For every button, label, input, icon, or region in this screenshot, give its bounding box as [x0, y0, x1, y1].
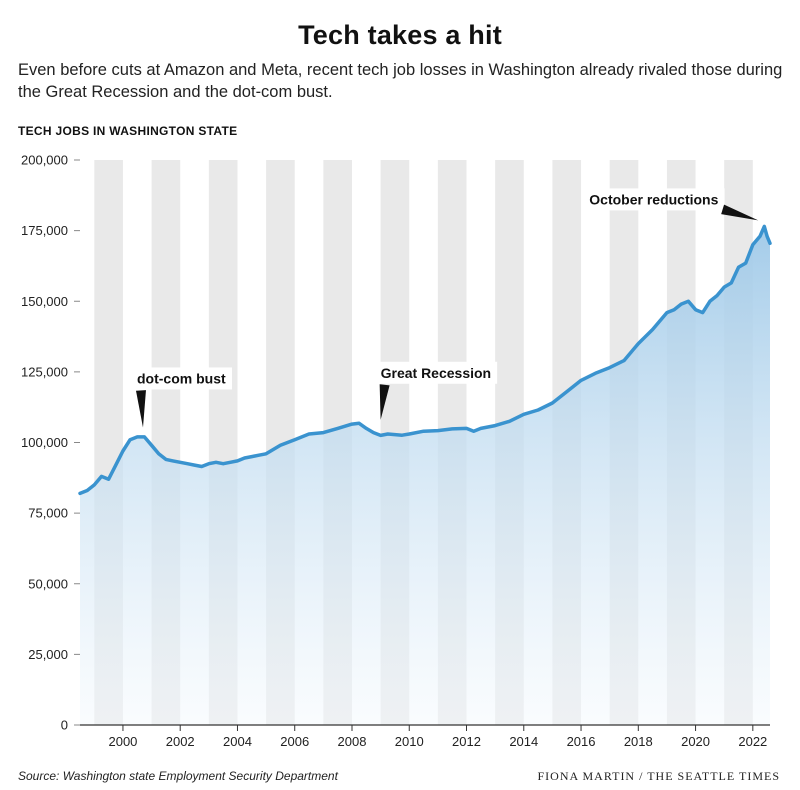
annotation: dot-com bust — [130, 367, 232, 428]
annotation-box — [583, 188, 725, 211]
x-tick-label: 2010 — [395, 734, 424, 749]
y-axis-title: TECH JOBS IN WASHINGTON STATE — [18, 124, 238, 138]
x-tick-label: 2022 — [738, 734, 767, 749]
x-tick-label: 2012 — [452, 734, 481, 749]
annotation: October reductions — [583, 188, 759, 221]
annotation-box — [374, 361, 498, 384]
x-tick-label: 2002 — [166, 734, 195, 749]
x-tick-label: 2016 — [567, 734, 596, 749]
x-tick-label: 2004 — [223, 734, 252, 749]
chart-subtitle: Even before cuts at Amazon and Meta, rec… — [18, 61, 783, 101]
series-line — [78, 224, 772, 496]
y-tick-label: 75,000 — [28, 506, 68, 521]
y-tick-label: 100,000 — [21, 435, 68, 450]
y-tick-label: 125,000 — [21, 364, 68, 379]
y-tick-label: 50,000 — [28, 576, 68, 591]
annotation-box — [130, 367, 232, 390]
y-axis: 0 25,000 50,000 75,000 100,000 125,000 150,000… — [21, 153, 80, 733]
annotation-pointer — [135, 390, 146, 428]
y-tick-label: 150,000 — [21, 294, 68, 309]
x-tick-label: 2014 — [509, 734, 538, 749]
annotation-pointer — [721, 204, 759, 221]
x-tick-label: 2020 — [681, 734, 710, 749]
source-note: Source: Washington state Employment Secu… — [18, 769, 338, 783]
annotation-label: Great Recession — [381, 365, 492, 381]
x-tick-label: 2000 — [108, 734, 137, 749]
x-tick-label: 2018 — [624, 734, 653, 749]
credit-line: FIONA MARTIN / THE SEATTLE TIMES — [537, 769, 780, 783]
y-tick-label: 175,000 — [21, 223, 68, 238]
annotation-label: dot-com bust — [137, 370, 226, 386]
annotations: dot-com bust Great Recession October reduc… — [130, 188, 759, 428]
x-tick-label: 2006 — [280, 734, 309, 749]
y-tick-label: 200,000 — [21, 153, 68, 168]
y-tick-label: 0 — [61, 718, 68, 733]
annotation: Great Recession — [374, 361, 498, 420]
x-tick-label: 2008 — [338, 734, 367, 749]
annotation-label: October reductions — [589, 191, 718, 207]
y-tick-label: 25,000 — [28, 647, 68, 662]
area-fill — [80, 226, 770, 725]
chart-title: Tech takes a hit — [298, 20, 502, 50]
x-axis: 2000 2002 2004 2006 2008 2010 2012 2014 2016 2018… — [80, 724, 770, 749]
annotation-pointer — [379, 384, 390, 420]
